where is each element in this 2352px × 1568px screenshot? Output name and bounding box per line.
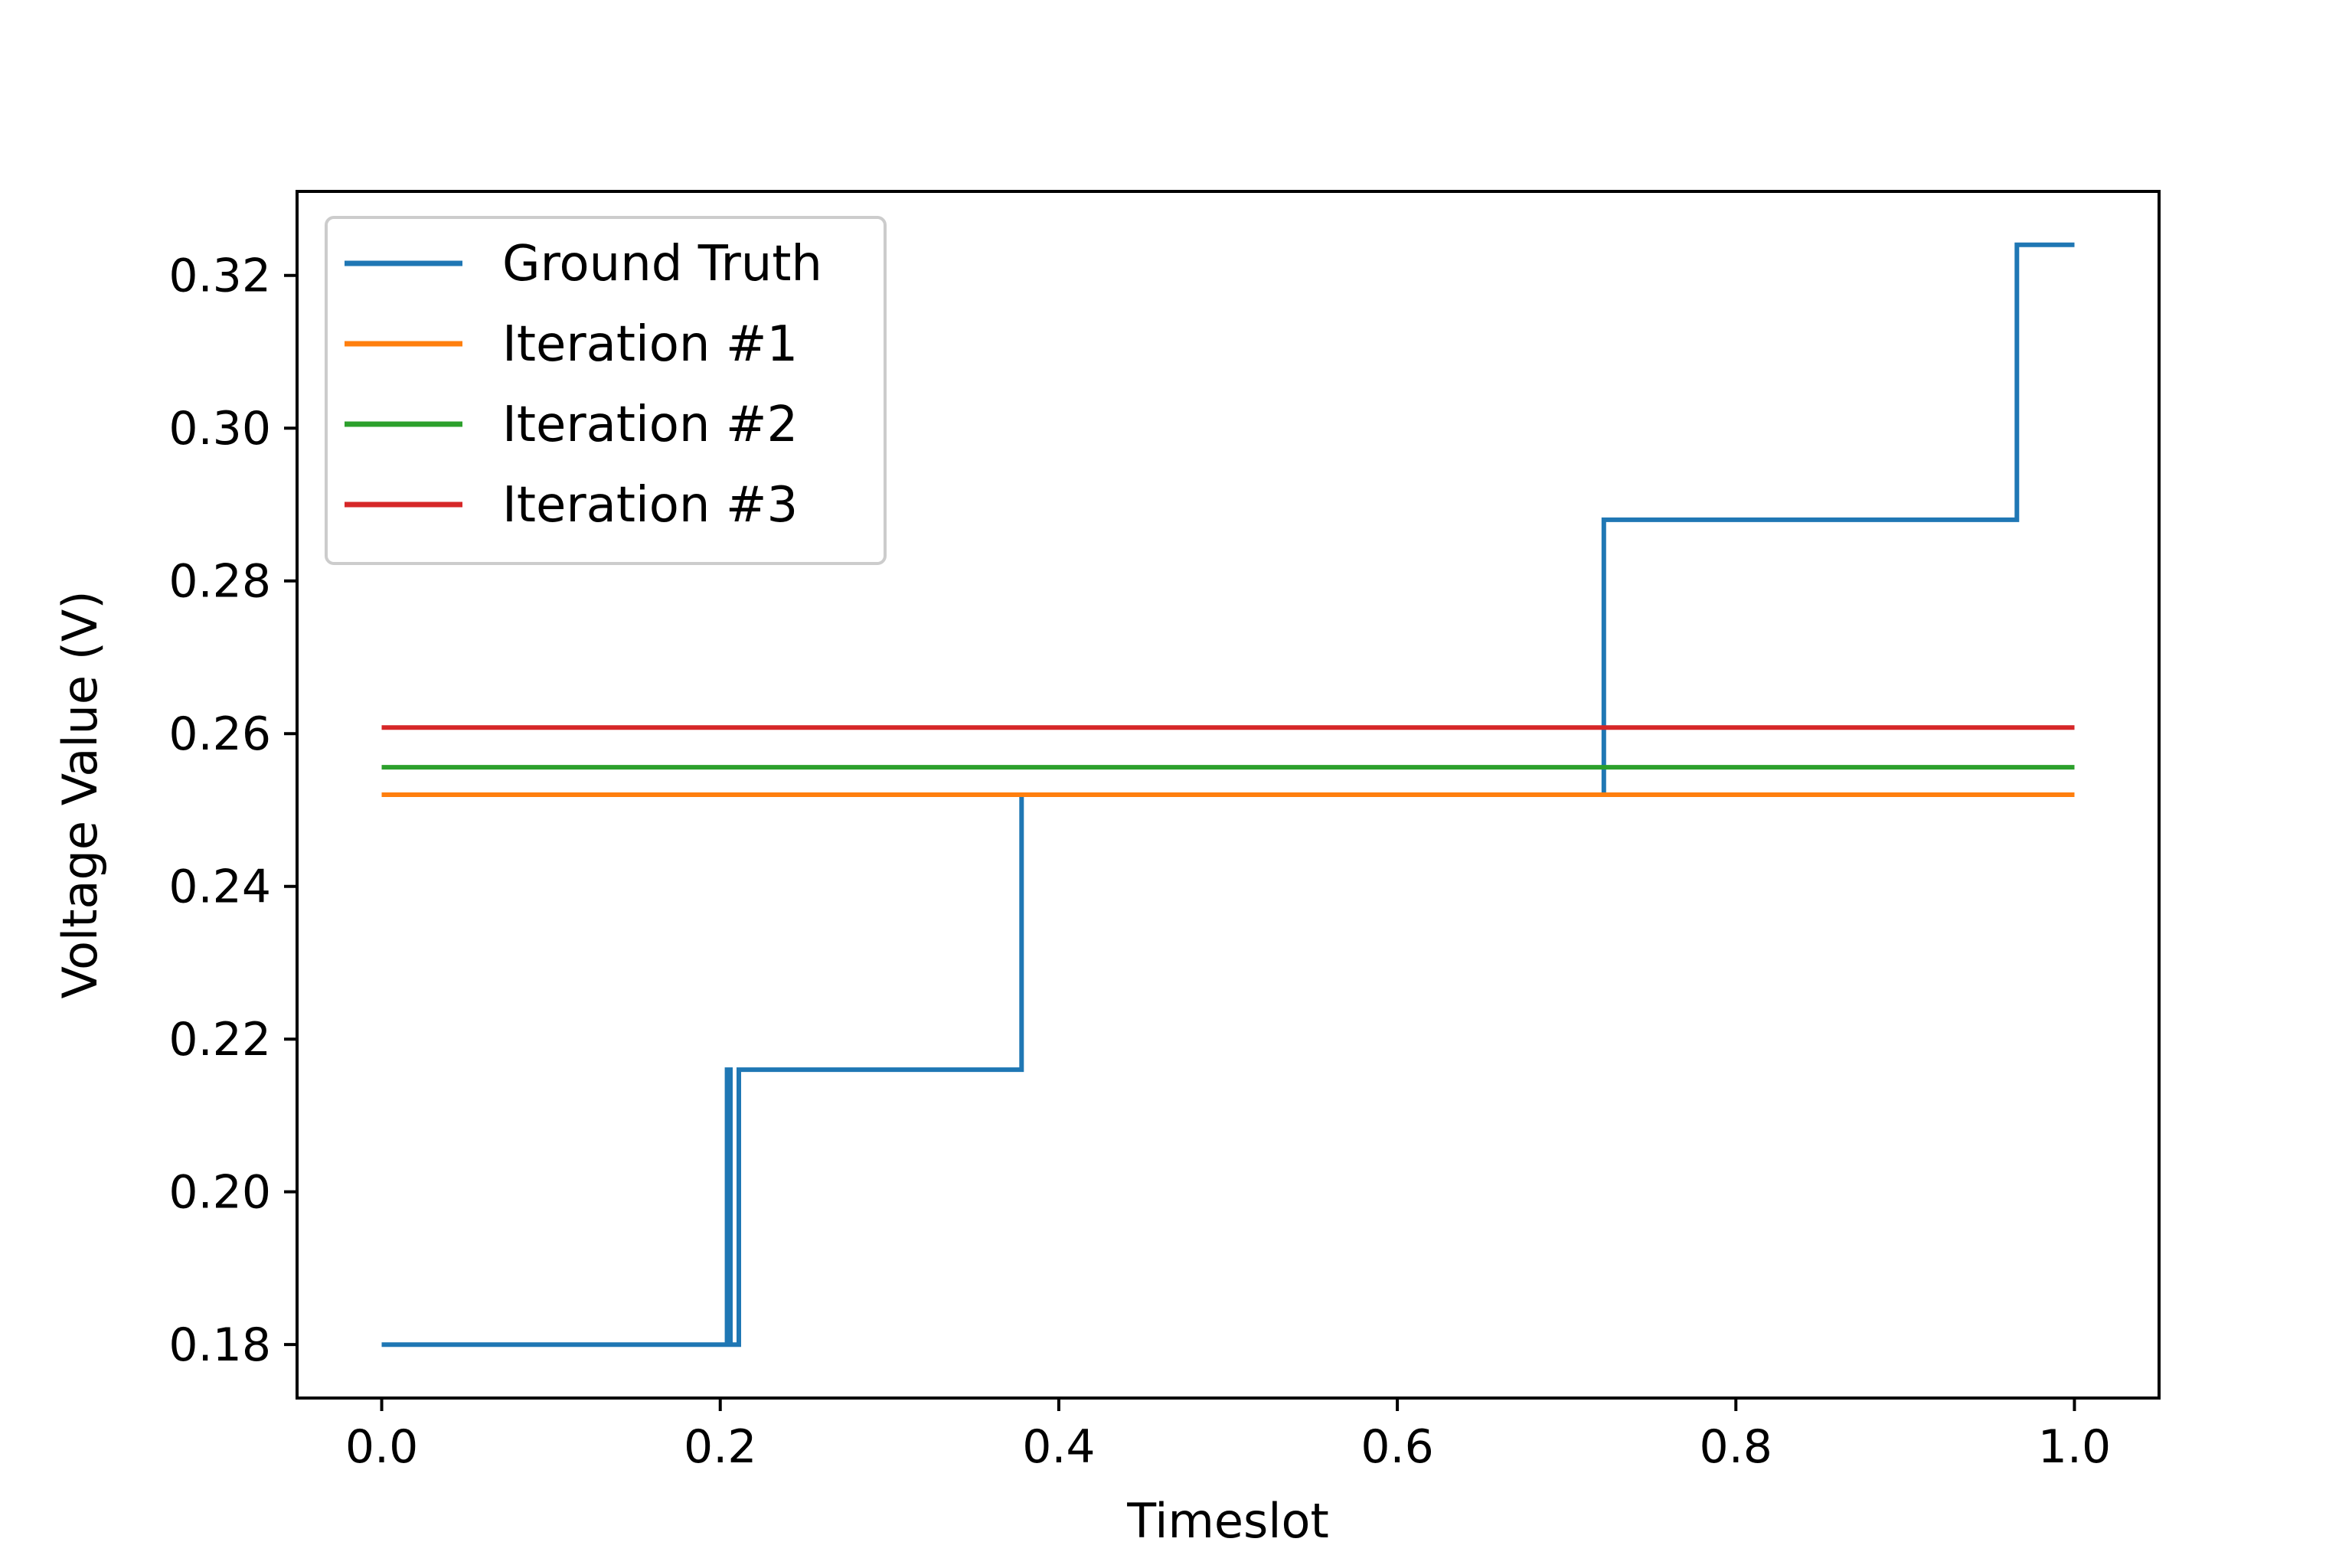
legend-box xyxy=(325,216,887,565)
y-tick-label: 0.18 xyxy=(168,1318,271,1372)
axes-frame xyxy=(296,190,2161,1400)
y-axis-ticks: 0.18 0.20 0.22 0.24 0.26 0.28 0.30 0.32 xyxy=(168,250,297,1372)
y-tick-label: 0.22 xyxy=(168,1013,271,1067)
y-axis-label: Voltage Value (V) xyxy=(52,590,108,998)
x-tick-label: 0.0 xyxy=(345,1420,418,1474)
series-layer xyxy=(381,242,2075,1348)
y-tick-label: 0.30 xyxy=(168,402,271,456)
x-tick-label: 0.2 xyxy=(684,1420,756,1474)
x-axis-label: Timeslot xyxy=(1126,1493,1329,1549)
y-tick-label: 0.26 xyxy=(168,707,271,761)
legend: Ground Truth Iteration #1 Iteration #2 Iter… xyxy=(325,216,887,565)
legend-label-4: Iteration #3 xyxy=(502,477,798,534)
y-tick-label: 0.28 xyxy=(168,555,271,609)
x-tick-label: 1.0 xyxy=(2038,1420,2111,1474)
y-tick-label: 0.24 xyxy=(168,861,271,914)
x-axis-ticks: 0.0 0.2 0.4 0.6 0.8 1.0 xyxy=(345,1398,2111,1474)
y-tick-label: 0.32 xyxy=(168,250,271,303)
legend-label-2: Iteration #1 xyxy=(502,316,798,373)
x-tick-label: 0.6 xyxy=(1361,1420,1433,1474)
legend-label-1: Ground Truth xyxy=(502,236,822,292)
x-tick-label: 0.8 xyxy=(1700,1420,1772,1474)
x-tick-label: 0.4 xyxy=(1022,1420,1095,1474)
series-line-1 xyxy=(381,242,2075,1348)
legend-label-3: Iteration #2 xyxy=(502,397,798,453)
y-tick-label: 0.20 xyxy=(168,1166,271,1220)
